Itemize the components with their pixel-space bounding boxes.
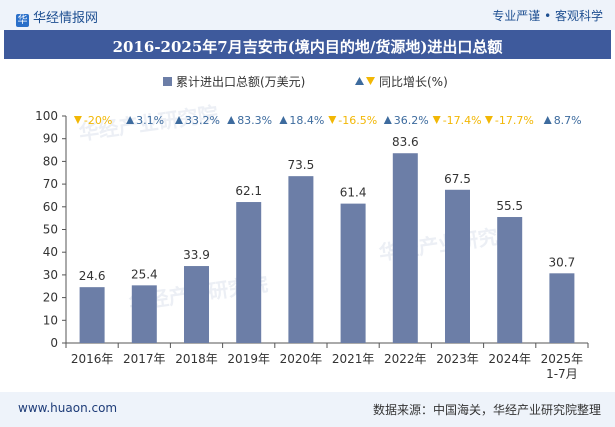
growth-up-triangle-icon	[279, 116, 288, 124]
growth-up-triangle-icon	[126, 116, 135, 124]
x-tick-label: 2016年	[71, 352, 114, 366]
growth-row: -20% 3.1% 33.2% 83.3% 18.4% -16.5% 36.2% -17.4%…	[73, 114, 582, 127]
growth-label: 83.3%	[237, 114, 272, 127]
bar	[79, 287, 105, 343]
site-url: www.huaon.com	[18, 401, 118, 415]
y-axis: 0 10 20 30 40 50 60 70 80 90 100	[35, 109, 67, 350]
bar-value-label: 67.5	[444, 172, 471, 186]
legend-label-total: 累计进出口总额(万美元)	[176, 75, 305, 89]
bar	[549, 273, 575, 343]
growth-up-triangle-icon	[175, 116, 183, 124]
bar-value-label: 61.4	[340, 186, 367, 200]
growth-up-triangle-icon	[383, 116, 392, 124]
growth-down-triangle-icon	[484, 116, 493, 124]
bar-value-label: 25.4	[131, 267, 158, 281]
x-tick-label: 2017年	[123, 352, 166, 366]
x-tick-label: 2019年	[227, 352, 270, 366]
legend: 累计进出口总额(万美元) 同比增长(%)	[163, 75, 448, 89]
x-tick-label: 2018年	[175, 352, 218, 366]
bar	[236, 202, 262, 343]
bar	[497, 217, 523, 343]
growth-label: -20%	[84, 114, 112, 127]
data-source: 数据来源：中国海关，华经产业研究院整理	[372, 403, 601, 417]
x-axis: 2016年 2017年 2018年 2019年 2020年 2021年 2022年 2023年…	[65, 342, 589, 381]
legend-down-triangle-icon	[366, 77, 375, 85]
bar	[184, 266, 209, 343]
growth-label: -16.5%	[338, 114, 377, 127]
title-bar: 2016-2025年7月吉安市(境内目的地/货源地)进出口总额	[4, 30, 611, 59]
brand: 华华经情报网	[16, 7, 98, 27]
y-tick-label: 20	[43, 291, 58, 305]
x-tick-label: 2023年	[436, 352, 479, 366]
bar-value-label: 55.5	[496, 199, 523, 213]
y-tick-label: 60	[43, 200, 58, 214]
y-tick-label: 70	[43, 177, 58, 191]
bar-value-label: 62.1	[235, 184, 262, 198]
growth-label: -17.4%	[443, 114, 482, 127]
bar	[445, 189, 470, 343]
bar	[131, 285, 157, 343]
y-tick-label: 90	[43, 132, 58, 146]
bars: 24.6 25.4 33.9 62.1 73.5 61.4 83.6 67.5 55.5 30.7	[79, 135, 576, 343]
brand-tags: 专业严谨 • 客观科学	[492, 9, 603, 23]
y-tick-label: 100	[35, 109, 58, 123]
bar-value-label: 83.6	[392, 135, 419, 149]
y-tick-label: 30	[43, 268, 58, 282]
bar-value-label: 24.6	[79, 269, 106, 283]
bar-value-label: 30.7	[549, 255, 576, 269]
chart-title: 2016-2025年7月吉安市(境内目的地/货源地)进出口总额	[112, 38, 503, 56]
growth-label: -17.7%	[495, 114, 534, 127]
y-tick-label: 10	[43, 313, 58, 327]
bottom-bar: www.huaon.com 数据来源：中国海关，华经产业研究院整理	[0, 392, 615, 427]
x-tick-label: 2022年	[384, 352, 427, 366]
bar	[392, 153, 418, 343]
brand-name: 华经情报网	[33, 11, 99, 26]
bar-value-label: 73.5	[288, 158, 315, 172]
growth-label: 36.2%	[394, 114, 429, 127]
legend-up-triangle-icon	[355, 77, 364, 85]
brand-logo-icon: 华	[16, 14, 29, 27]
top-bar: 华华经情报网 专业严谨 • 客观科学	[0, 0, 615, 30]
x-tick-label: 2021年	[332, 352, 375, 366]
growth-down-triangle-icon	[328, 116, 337, 124]
growth-down-triangle-icon	[432, 116, 441, 124]
legend-label-growth: 同比增长(%)	[379, 75, 448, 89]
bar	[340, 203, 366, 343]
growth-down-triangle-icon	[73, 116, 82, 124]
y-tick-label: 40	[43, 245, 58, 259]
growth-up-triangle-icon	[227, 116, 236, 124]
growth-up-triangle-icon	[543, 116, 552, 124]
growth-label: 33.2%	[185, 114, 220, 127]
growth-label: 8.7%	[554, 114, 582, 127]
growth-label: 18.4%	[289, 114, 324, 127]
x-tick-label: 2025年 1-7月	[541, 352, 584, 381]
bar	[288, 176, 314, 343]
y-tick-label: 0	[50, 336, 58, 350]
bar-value-label: 33.9	[183, 248, 210, 262]
y-tick-label: 80	[43, 154, 58, 168]
y-tick-label: 50	[43, 223, 58, 237]
x-tick-label: 2020年	[280, 352, 323, 366]
growth-label: 3.1%	[136, 114, 164, 127]
legend-swatch-total	[163, 77, 172, 86]
x-tick-label: 2024年	[488, 352, 531, 366]
